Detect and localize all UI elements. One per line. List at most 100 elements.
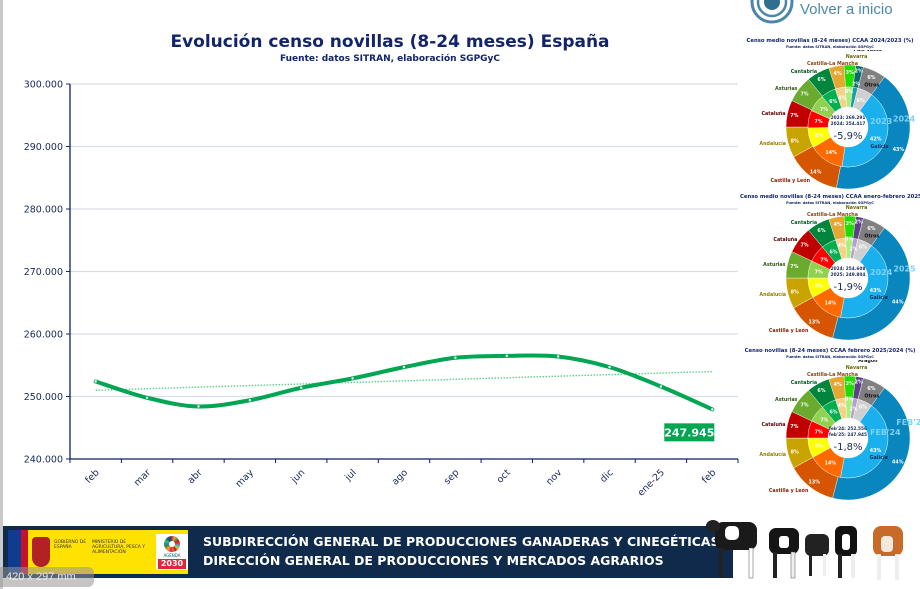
region-label: Aragón: [858, 360, 878, 364]
segment-pct-label: 4%: [834, 222, 842, 228]
segment-pct-label: 2%: [850, 247, 858, 253]
inner-ring-label: 2024: [870, 268, 893, 277]
donut-chart-feb-2025-2024: Censo novillas (8-24 meses) CCAA febrero…: [740, 342, 920, 504]
region-label: Cataluña: [762, 111, 786, 117]
segment-pct-label: 6%: [829, 250, 837, 256]
segment-pct-label: 6%: [829, 410, 837, 416]
home-logo-icon: [750, 0, 794, 24]
segment-pct-label: 43%: [893, 147, 905, 153]
segment-pct-label: 6%: [817, 388, 825, 394]
region-label: Galicia: [870, 295, 888, 301]
center-value-label: 2025: 249.804: [831, 272, 866, 278]
donut-segment: [840, 405, 889, 479]
region-label: Cantabria: [791, 220, 817, 226]
region-label: Andalucía: [759, 140, 786, 147]
segment-pct-label: 6%: [867, 386, 875, 392]
x-tick-label: may: [234, 467, 257, 490]
sdg-wheel-icon: [164, 536, 180, 552]
segment-pct-label: 8%: [815, 133, 823, 139]
segment-pct-label: 6%: [857, 98, 865, 104]
segment-pct-label: 7%: [815, 119, 823, 125]
donut-segment: [841, 94, 889, 168]
page-size-badge: 420 x 297 mm: [0, 567, 94, 587]
segment-pct-label: 7%: [790, 264, 798, 270]
agenda-label: AGENDA: [163, 553, 181, 558]
outer-ring-label: 2024: [893, 115, 916, 124]
region-label: Castilla y León: [770, 177, 810, 184]
government-logo: GOBIERNO DE ESPAÑA MINISTERIO DE AGRICUL…: [8, 530, 188, 574]
y-tick-label: 280.000: [24, 205, 63, 216]
center-value-label: feb'24: 252.556: [829, 426, 867, 432]
outer-ring-label: FEB'25: [896, 418, 920, 427]
segment-pct-label: 13%: [809, 319, 821, 325]
region-label: Cantabria: [791, 69, 817, 75]
donut-title: Censo medio novillas (8-24 meses) CCAA 2…: [746, 38, 914, 44]
cow-icon: [873, 526, 903, 580]
y-tick-label: 250.000: [24, 392, 63, 403]
segment-pct-label: 6%: [859, 245, 867, 251]
data-point: [505, 354, 508, 358]
center-change-label: -1,9%: [833, 282, 862, 293]
x-tick-label: ago: [390, 467, 410, 487]
agenda-2030-logo: AGENDA 2030: [156, 534, 188, 570]
donut-center: [828, 258, 868, 298]
region-label: Cantabria: [791, 380, 817, 386]
region-label: Galicia: [870, 455, 888, 461]
eu-flag-icon: [8, 530, 21, 574]
segment-pct-label: 3%: [846, 70, 854, 76]
region-label: País Vasco: [854, 50, 883, 53]
donut-segment: [840, 245, 889, 319]
coat-of-arms-icon: [32, 537, 50, 567]
segment-pct-label: 3%: [845, 236, 853, 242]
region-label: Castilla y León: [769, 487, 809, 494]
center-change-label: -5,9%: [833, 131, 862, 142]
data-point: [351, 377, 354, 380]
segment-pct-label: 3%: [846, 381, 854, 387]
last-value-label: 247.945: [664, 426, 714, 439]
region-label: Castilla-La Mancha: [807, 372, 858, 378]
segment-pct-label: 4%: [838, 96, 846, 102]
data-point: [608, 365, 611, 369]
segment-pct-label: 14%: [825, 300, 837, 306]
segment-pct-label: 7%: [800, 402, 808, 408]
segment-pct-label: 14%: [825, 150, 837, 156]
home-link[interactable]: Volver a inicio: [750, 0, 920, 24]
donut-source: Fuente: datos SITRAN, elaboración SGPGyC: [786, 45, 874, 49]
segment-pct-label: 4%: [834, 71, 842, 77]
donut-title: Censo novillas (8-24 meses) CCAA febrero…: [744, 348, 916, 354]
x-tick-label: feb: [83, 467, 102, 486]
region-label: Andalucía: [759, 291, 786, 298]
segment-pct-label: 7%: [815, 429, 823, 435]
region-label: Asturias: [775, 86, 798, 92]
inner-ring-label: FEB'24: [870, 428, 901, 437]
segment-pct-label: 14%: [810, 169, 822, 175]
region-label: Otros: [864, 233, 879, 239]
segment-pct-label: 42%: [870, 136, 882, 142]
region-label: Navarra: [846, 365, 868, 371]
cow-icon: [769, 528, 799, 579]
cow-icon: [706, 520, 757, 579]
y-tick-label: 290.000: [24, 142, 63, 153]
segment-pct-label: 8%: [815, 443, 823, 449]
segment-pct-label: 8%: [815, 283, 823, 289]
data-point: [454, 356, 457, 359]
region-label: Castilla-La Mancha: [807, 212, 858, 218]
region-label: Navarra: [846, 205, 868, 211]
donut-source: Fuente: datos SITRAN, elaboración SGPGyC: [786, 355, 874, 359]
region-label: Asturias: [763, 262, 786, 268]
segment-pct-label: 44%: [892, 299, 904, 305]
segment-pct-label: 2%: [855, 380, 863, 386]
region-label: Otros: [864, 393, 879, 399]
donut-center: [828, 418, 868, 458]
data-point: [402, 365, 406, 369]
y-tick-label: 270.000: [24, 267, 63, 278]
data-point: [300, 386, 303, 389]
cow-icon: [835, 526, 857, 578]
center-value-label: 2024: 254.417: [831, 121, 866, 127]
donut-source: Fuente: datos SITRAN, elaboración SGPGyC: [786, 201, 874, 205]
region-label: Cataluña: [762, 422, 786, 428]
data-point: [556, 355, 560, 358]
cows-image: [706, 520, 903, 580]
